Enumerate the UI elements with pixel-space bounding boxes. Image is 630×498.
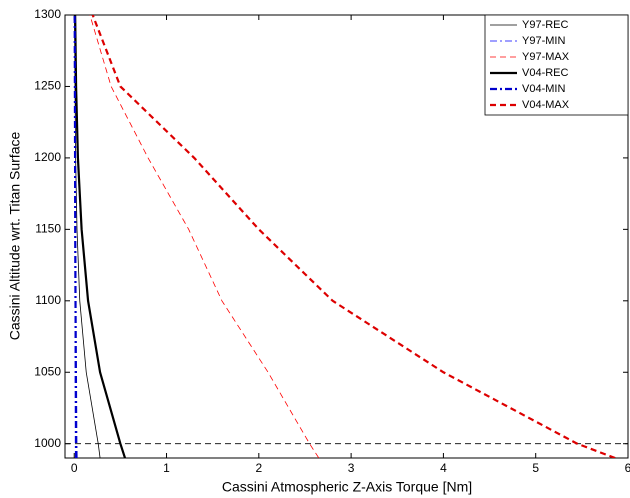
y-tick-label: 1100 [35,293,61,307]
legend-label: Y97-MAX [522,51,570,63]
legend-label: V04-REC [522,67,569,79]
y-tick-label: 1150 [35,222,61,236]
legend-box [484,14,629,116]
x-tick-label: 2 [255,461,262,475]
x-tick-label: 6 [625,461,630,475]
y-axis-label: Cassini Altitude wrt. Titan Surface [7,132,23,341]
series-line [74,15,127,458]
y-tick-label: 1200 [34,150,61,164]
legend-label: Y97-REC [522,19,569,31]
series-line [91,15,616,458]
y-tick-label: 1000 [34,436,61,450]
y-tick-label: 1250 [34,79,61,93]
y-tick-label: 1300 [34,7,61,21]
series-line [89,15,320,458]
x-tick-label: 5 [532,461,539,475]
x-tick-label: 4 [440,461,447,475]
y-tick-label: 1050 [34,364,61,378]
legend-label: V04-MIN [522,83,565,95]
plot-lines [65,15,628,458]
legend-label: Y97-MIN [522,35,565,47]
legend-label: V04-MAX [522,99,570,111]
x-axis-label: Cassini Atmospheric Z-Axis Torque [Nm] [222,479,472,495]
x-tick-label: 0 [71,461,78,475]
x-tick-label: 1 [163,461,170,475]
series-line [73,15,78,458]
series-line [74,15,101,458]
x-tick-label: 3 [348,461,355,475]
